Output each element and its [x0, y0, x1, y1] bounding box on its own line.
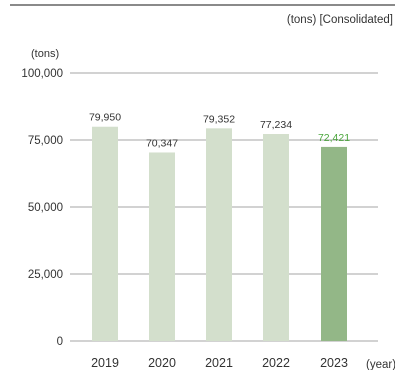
bar-2021 — [206, 128, 232, 341]
value-label-2023: 72,421 — [318, 132, 350, 144]
bar-2020 — [149, 152, 175, 341]
bar-2019 — [92, 126, 118, 341]
x-tick-label: 2022 — [262, 356, 290, 370]
y-tick-label: 75,000 — [28, 135, 63, 147]
y-tick-label: 25,000 — [28, 269, 63, 281]
value-label-2022: 77,234 — [260, 119, 292, 131]
x-tick-label: 2020 — [148, 356, 176, 370]
x-tick-label: 2023 — [320, 356, 348, 370]
bar-2023 — [321, 146, 347, 341]
y-tick-label: 0 — [57, 336, 63, 348]
y-tick-labels: 0 25,000 50,000 75,000 100,000 — [21, 68, 63, 348]
y-tick-label: 100,000 — [21, 68, 63, 80]
y-axis-unit: (tons) — [31, 48, 59, 60]
value-label-2020: 70,347 — [146, 137, 178, 149]
bar-2022 — [263, 134, 289, 341]
x-tick-labels: 2019 2020 2021 2022 2023 — [91, 356, 348, 370]
value-labels: 79,950 70,347 79,352 77,234 72,421 — [89, 112, 350, 150]
value-label-2019: 79,950 — [89, 112, 121, 124]
value-label-2021: 79,352 — [203, 113, 235, 125]
x-axis-unit: (year) — [366, 359, 395, 370]
y-tick-label: 50,000 — [28, 202, 63, 214]
bars — [92, 126, 347, 341]
x-tick-label: 2019 — [91, 356, 119, 370]
unit-note: (tons) [Consolidated] — [287, 14, 393, 26]
x-tick-label: 2021 — [205, 356, 233, 370]
